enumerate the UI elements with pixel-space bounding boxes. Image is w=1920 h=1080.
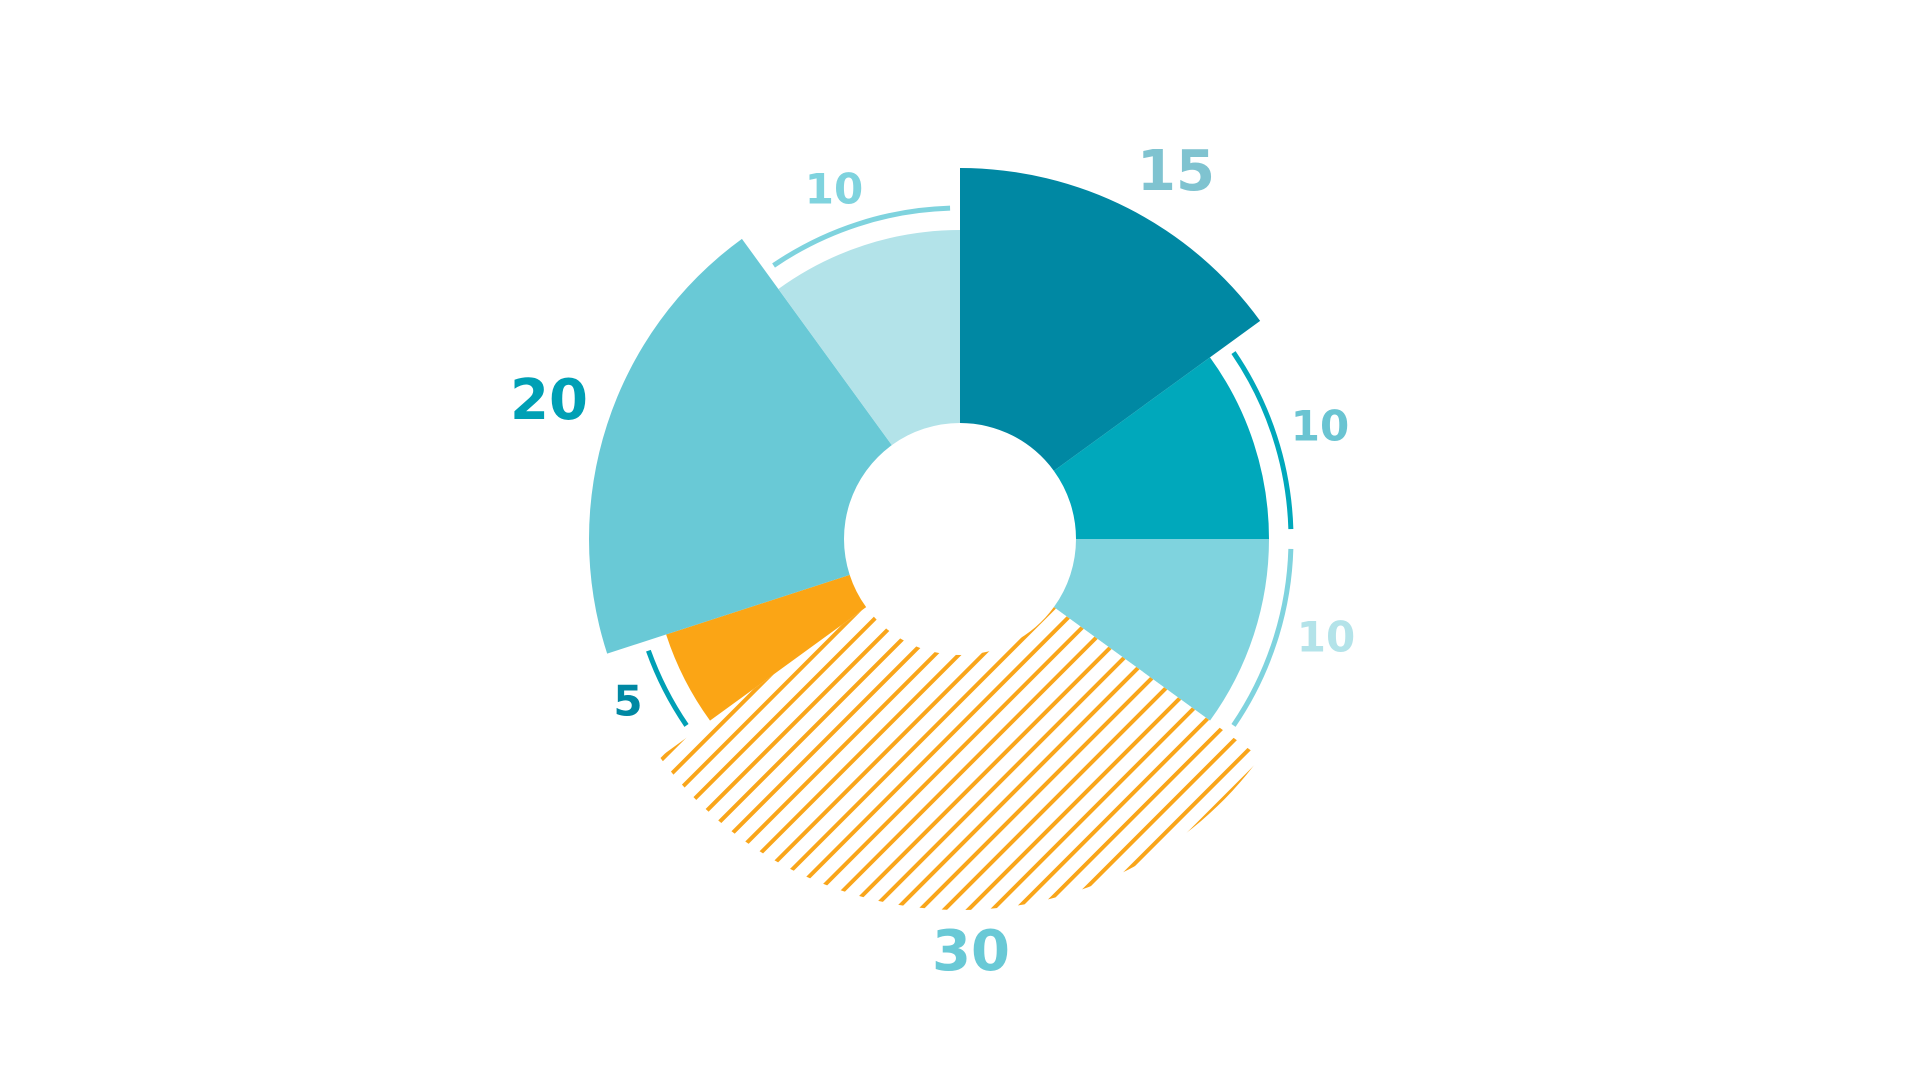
outer-arc-1: [1231, 351, 1294, 530]
data-label-5: 20: [510, 368, 588, 433]
data-label-2: 10: [1297, 613, 1355, 662]
slice-10-2: [1053, 539, 1269, 721]
outer-arc-4: [646, 649, 689, 727]
slice-20-5: [589, 238, 892, 654]
slice-30-3: [659, 607, 1261, 910]
data-label-3: 30: [932, 919, 1010, 984]
data-label-1: 10: [1291, 402, 1349, 451]
slice-15-0: [960, 168, 1261, 471]
slice-10-6: [778, 230, 960, 446]
slice-10-1: [1053, 357, 1269, 539]
outer-arc-2: [1231, 548, 1294, 727]
data-label-0: 15: [1137, 139, 1215, 204]
data-label-4: 5: [613, 677, 642, 726]
outer-arc-6: [772, 205, 951, 268]
slice-5-4: [666, 574, 867, 721]
data-label-6: 10: [805, 165, 863, 214]
